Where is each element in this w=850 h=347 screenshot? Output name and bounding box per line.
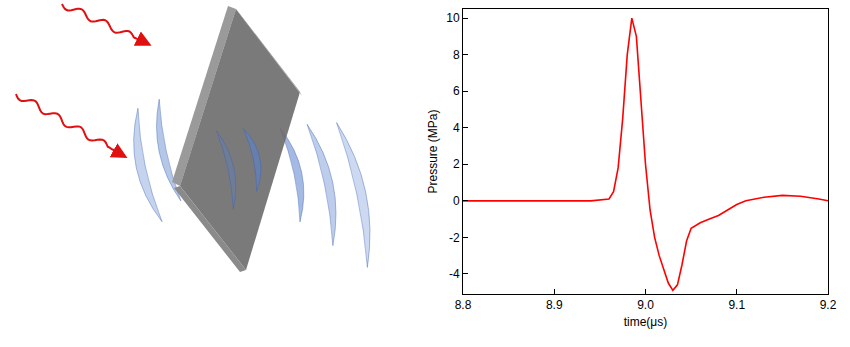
svg-text:Pressure (MPa): Pressure (MPa) — [426, 109, 440, 193]
svg-text:8: 8 — [453, 48, 460, 62]
svg-text:8.8: 8.8 — [455, 298, 472, 312]
svg-text:9.1: 9.1 — [728, 298, 745, 312]
svg-text:10: 10 — [446, 11, 460, 25]
svg-text:-4: -4 — [449, 267, 460, 281]
svg-text:9.0: 9.0 — [637, 298, 654, 312]
svg-text:6: 6 — [453, 84, 460, 98]
svg-text:-2: -2 — [449, 231, 460, 245]
svg-text:8.9: 8.9 — [546, 298, 563, 312]
svg-text:4: 4 — [453, 121, 460, 135]
svg-text:time(μs): time(μs) — [624, 315, 668, 329]
svg-text:9.2: 9.2 — [820, 298, 837, 312]
svg-text:0: 0 — [453, 194, 460, 208]
svg-text:2: 2 — [453, 157, 460, 171]
